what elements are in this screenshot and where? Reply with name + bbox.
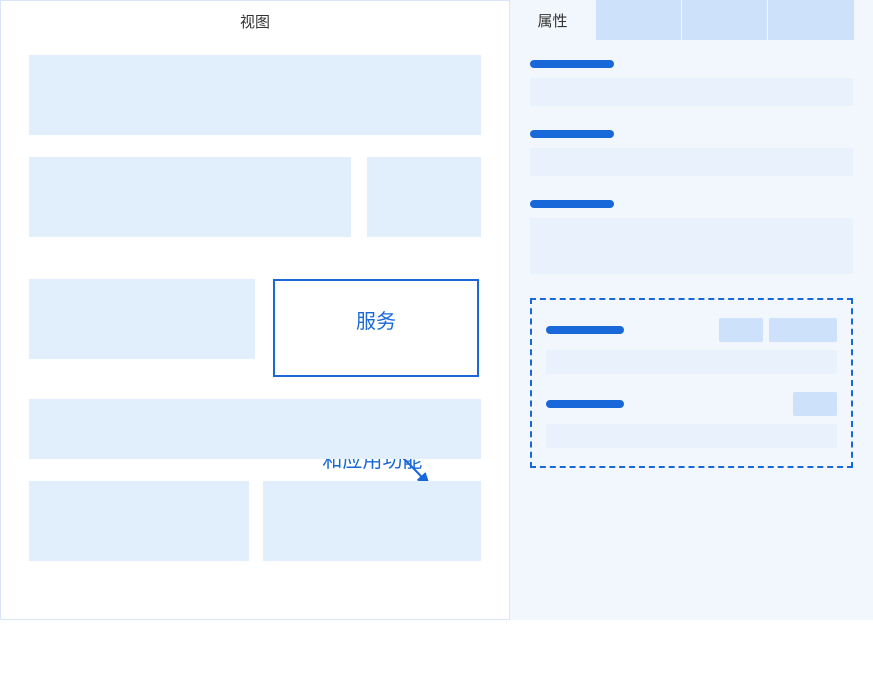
content-block [367, 157, 481, 237]
content-block [29, 157, 351, 237]
property-field[interactable] [530, 148, 853, 176]
chip[interactable] [719, 318, 763, 342]
content-block [29, 55, 481, 135]
tab-blank-2[interactable] [682, 0, 768, 40]
tab-属性[interactable]: 属性 [510, 0, 596, 40]
property-field[interactable] [530, 218, 853, 274]
tabs-bar: 属性 [510, 0, 873, 40]
wireframe-container: 视图 关联EA用例 和应用功能 服务 属性 [0, 0, 873, 620]
linked-section [530, 298, 853, 468]
property-field[interactable] [530, 78, 853, 106]
linked-row [546, 392, 837, 416]
content-block [29, 399, 481, 459]
property-label [530, 200, 614, 208]
property-label [530, 130, 614, 138]
tab-blank-1[interactable] [596, 0, 682, 40]
chip[interactable] [793, 392, 837, 416]
properties-body [510, 40, 873, 468]
content-block [29, 279, 255, 359]
linked-field[interactable] [546, 350, 837, 374]
chip-group [793, 392, 837, 416]
properties-panel: 属性 [510, 0, 873, 620]
linked-label [546, 326, 624, 334]
view-panel: 视图 关联EA用例 和应用功能 服务 [0, 0, 510, 620]
service-block[interactable]: 服务 [273, 279, 479, 377]
chip-group [719, 318, 837, 342]
chip[interactable] [769, 318, 837, 342]
property-label [530, 60, 614, 68]
content-block [29, 481, 249, 561]
properties-list [530, 60, 853, 274]
content-block [263, 481, 481, 561]
view-panel-header: 视图 [1, 1, 509, 41]
linked-label [546, 400, 624, 408]
tab-blank-3[interactable] [768, 0, 854, 40]
linked-row [546, 318, 837, 342]
linked-field[interactable] [546, 424, 837, 448]
